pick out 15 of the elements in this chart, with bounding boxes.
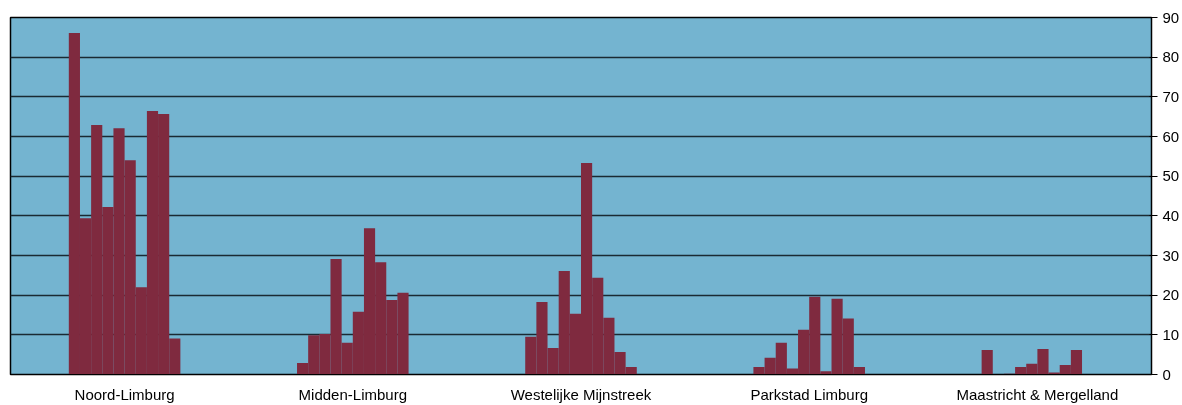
- y-tick-label: 10: [1162, 325, 1180, 343]
- x-tick-label: Midden-Limburg: [298, 385, 407, 403]
- y-tick-label: 30: [1162, 246, 1180, 264]
- x-tick-label: Parkstad Limburg: [750, 385, 868, 403]
- y-tick-label: 0: [1162, 365, 1171, 383]
- y-tick-label: 70: [1162, 87, 1180, 105]
- y-tick-label: 50: [1162, 167, 1180, 185]
- y-tick-label: 20: [1162, 286, 1180, 304]
- x-tick-label: Noord-Limburg: [74, 385, 175, 403]
- y-tick-label: 60: [1162, 127, 1180, 145]
- y-tick-label: 40: [1162, 206, 1180, 224]
- x-tick-label: Maastricht & Mergelland: [956, 385, 1119, 403]
- y-tick-label: 90: [1162, 8, 1180, 26]
- y-tick-label: 80: [1162, 48, 1180, 66]
- x-tick-label: Westelijke Mijnstreek: [510, 385, 652, 403]
